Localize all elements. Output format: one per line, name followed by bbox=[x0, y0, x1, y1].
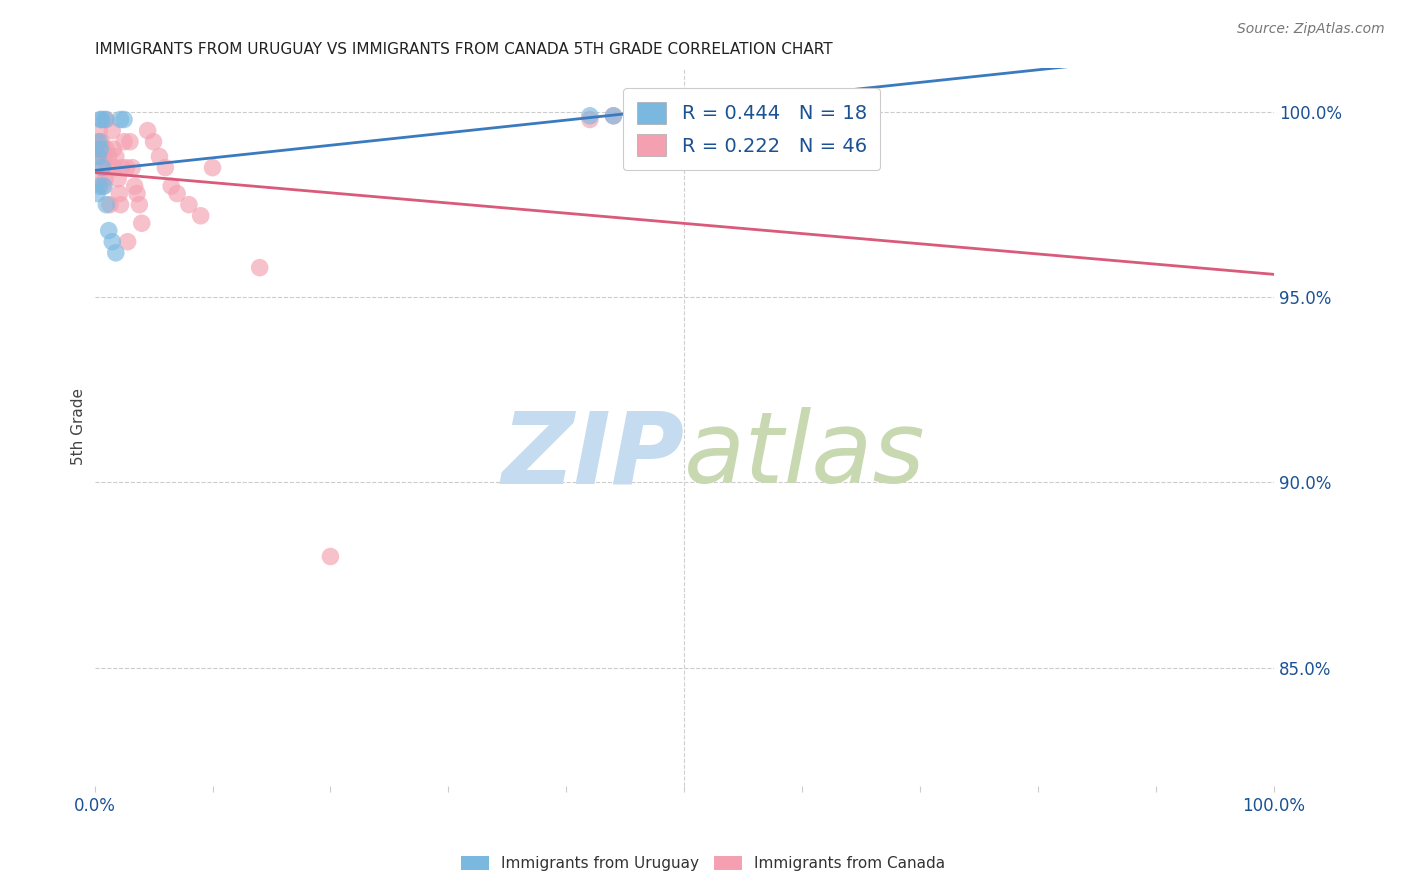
Legend: R = 0.444   N = 18, R = 0.222   N = 46: R = 0.444 N = 18, R = 0.222 N = 46 bbox=[623, 88, 880, 170]
Point bbox=[89, 179, 111, 194]
Point bbox=[249, 260, 271, 275]
Point bbox=[93, 179, 115, 194]
Point bbox=[94, 171, 117, 186]
Point bbox=[87, 149, 110, 163]
Point bbox=[91, 142, 114, 156]
Point bbox=[107, 171, 129, 186]
Point bbox=[121, 161, 143, 175]
Point bbox=[124, 179, 146, 194]
Point bbox=[96, 112, 118, 127]
Point bbox=[108, 186, 131, 201]
Point bbox=[136, 123, 159, 137]
Text: atlas: atlas bbox=[685, 407, 927, 504]
Point bbox=[117, 235, 139, 249]
Point bbox=[118, 135, 141, 149]
Point bbox=[89, 149, 111, 163]
Point bbox=[112, 112, 135, 127]
Point bbox=[89, 123, 111, 137]
Point bbox=[86, 135, 108, 149]
Point bbox=[98, 197, 121, 211]
Point bbox=[96, 197, 118, 211]
Point bbox=[90, 135, 112, 149]
Point bbox=[89, 135, 111, 149]
Point bbox=[89, 142, 111, 156]
Point bbox=[93, 149, 115, 163]
Point bbox=[142, 135, 165, 149]
Point bbox=[110, 197, 132, 211]
Point bbox=[97, 224, 120, 238]
Text: IMMIGRANTS FROM URUGUAY VS IMMIGRANTS FROM CANADA 5TH GRADE CORRELATION CHART: IMMIGRANTS FROM URUGUAY VS IMMIGRANTS FR… bbox=[94, 42, 832, 57]
Point bbox=[96, 142, 118, 156]
Point bbox=[90, 161, 112, 175]
Point bbox=[131, 216, 153, 230]
Point bbox=[579, 109, 602, 123]
Point bbox=[110, 112, 132, 127]
Point bbox=[602, 109, 624, 123]
Point bbox=[115, 161, 138, 175]
Point bbox=[155, 161, 177, 175]
Legend: Immigrants from Uruguay, Immigrants from Canada: Immigrants from Uruguay, Immigrants from… bbox=[456, 850, 950, 877]
Point bbox=[128, 197, 150, 211]
Point bbox=[97, 149, 120, 163]
Point bbox=[104, 245, 127, 260]
Point bbox=[87, 142, 110, 156]
Point bbox=[190, 209, 212, 223]
Y-axis label: 5th Grade: 5th Grade bbox=[72, 388, 86, 466]
Point bbox=[177, 197, 200, 211]
Point bbox=[103, 142, 125, 156]
Point bbox=[148, 149, 170, 163]
Point bbox=[89, 171, 111, 186]
Point bbox=[602, 109, 624, 123]
Point bbox=[111, 161, 134, 175]
Point bbox=[96, 161, 118, 175]
Point bbox=[101, 123, 124, 137]
Point bbox=[91, 161, 114, 175]
Point bbox=[112, 135, 135, 149]
Point bbox=[91, 179, 114, 194]
Text: Source: ZipAtlas.com: Source: ZipAtlas.com bbox=[1237, 22, 1385, 37]
Point bbox=[125, 186, 148, 201]
Point bbox=[90, 112, 112, 127]
Point bbox=[166, 186, 188, 201]
Point bbox=[104, 149, 127, 163]
Text: ZIP: ZIP bbox=[502, 407, 685, 504]
Point bbox=[201, 161, 224, 175]
Point bbox=[319, 549, 342, 564]
Point bbox=[101, 235, 124, 249]
Point bbox=[579, 112, 602, 127]
Point bbox=[86, 186, 108, 201]
Point bbox=[89, 112, 111, 127]
Point bbox=[160, 179, 183, 194]
Point bbox=[104, 161, 127, 175]
Point bbox=[94, 112, 117, 127]
